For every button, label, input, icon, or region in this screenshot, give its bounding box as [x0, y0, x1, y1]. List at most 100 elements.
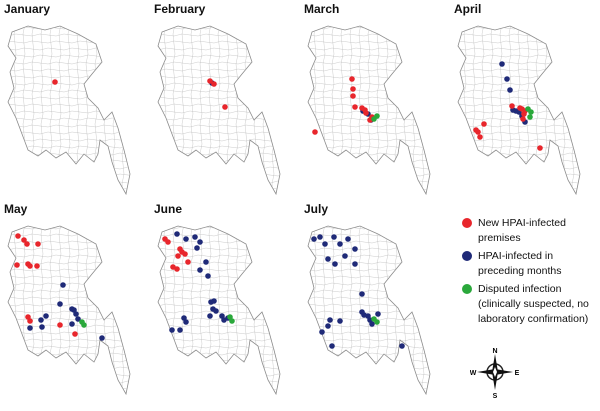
preceding-premises-marker — [375, 311, 381, 317]
new-premises-marker — [521, 111, 527, 117]
new-premises-marker — [175, 253, 181, 259]
compass-s: S — [493, 393, 498, 399]
preceding-premises-marker — [205, 273, 211, 279]
new-premises-marker — [350, 86, 356, 92]
new-premises-marker — [509, 103, 515, 109]
preceding-premises-marker — [325, 323, 331, 329]
disputed-premises-marker — [527, 114, 533, 120]
preceding-premises-marker — [499, 61, 505, 67]
new-premises-marker — [352, 104, 358, 110]
preceding-premises-marker — [57, 301, 63, 307]
preceding-premises-marker — [197, 267, 203, 273]
navy-dot-icon — [462, 251, 472, 261]
compass-e: E — [515, 370, 520, 377]
map-panel-april: April — [450, 0, 600, 200]
preceding-premises-marker — [169, 327, 175, 333]
new-premises-marker — [350, 93, 356, 99]
legend-item-disputed: Disputed infection (clinically suspected… — [462, 282, 600, 327]
preceding-premises-marker — [359, 291, 365, 297]
map-panel-february: February — [150, 0, 300, 200]
preceding-premises-marker — [39, 324, 45, 330]
panel-title: February — [154, 2, 206, 16]
preceding-premises-marker — [345, 236, 351, 242]
preceding-premises-marker — [99, 335, 105, 341]
preceding-premises-marker — [213, 308, 219, 314]
map-legend: New HPAI-infected premises HPAI-infected… — [462, 216, 600, 330]
compass-rose-icon: N S W E — [470, 345, 520, 400]
new-premises-marker — [15, 233, 21, 239]
compass-w: W — [470, 370, 477, 377]
new-premises-marker — [27, 318, 33, 324]
district-map — [7, 25, 131, 196]
panel-title: June — [154, 202, 183, 216]
preceding-premises-marker — [211, 298, 217, 304]
preceding-premises-marker — [332, 261, 338, 267]
disputed-premises-marker — [81, 322, 87, 328]
new-premises-marker — [35, 241, 41, 247]
preceding-premises-marker — [329, 343, 335, 349]
preceding-premises-marker — [337, 241, 343, 247]
preceding-premises-marker — [174, 231, 180, 237]
preceding-premises-marker — [342, 253, 348, 259]
preceding-premises-marker — [507, 87, 513, 93]
district-map — [7, 225, 131, 396]
map-panel-may: May — [0, 200, 150, 400]
preceding-premises-marker — [203, 259, 209, 265]
legend-label-preceding: HPAI-infected in preceding months — [478, 250, 562, 277]
preceding-premises-marker — [504, 76, 510, 82]
preceding-premises-marker — [369, 321, 375, 327]
preceding-premises-marker — [177, 327, 183, 333]
new-premises-marker — [222, 104, 228, 110]
district-map — [157, 25, 281, 196]
preceding-premises-marker — [183, 319, 189, 325]
new-premises-marker — [174, 266, 180, 272]
district-map — [157, 225, 281, 396]
preceding-premises-marker — [60, 282, 66, 288]
legend-label-new: New HPAI-infected premises — [478, 217, 566, 244]
new-premises-marker — [207, 78, 213, 84]
green-dot-icon — [462, 284, 472, 294]
preceding-premises-marker — [331, 234, 337, 240]
legend-item-new: New HPAI-infected premises — [462, 216, 600, 246]
preceding-premises-marker — [311, 236, 317, 242]
new-premises-marker — [520, 116, 526, 122]
preceding-premises-marker — [322, 241, 328, 247]
red-dot-icon — [462, 218, 472, 228]
new-premises-marker — [52, 79, 58, 85]
disputed-premises-marker — [374, 319, 380, 325]
new-premises-marker — [57, 322, 63, 328]
new-premises-marker — [363, 110, 369, 116]
new-premises-marker — [349, 76, 355, 82]
legend-item-preceding: HPAI-infected in preceding months — [462, 249, 600, 279]
new-premises-marker — [475, 129, 481, 135]
preceding-premises-marker — [183, 236, 189, 242]
map-panel-june: June — [150, 200, 300, 400]
preceding-premises-marker — [352, 261, 358, 267]
panel-title: July — [304, 202, 329, 216]
new-premises-marker — [34, 263, 40, 269]
new-premises-marker — [312, 129, 318, 135]
new-premises-marker — [537, 145, 543, 151]
panel-title: January — [4, 2, 51, 16]
panel-title: March — [304, 2, 340, 16]
preceding-premises-marker — [194, 245, 200, 251]
preceding-premises-marker — [197, 239, 203, 245]
preceding-premises-marker — [43, 313, 49, 319]
new-premises-marker — [27, 263, 33, 269]
preceding-premises-marker — [73, 311, 79, 317]
disputed-premises-marker — [528, 109, 534, 115]
preceding-premises-marker — [75, 316, 81, 322]
legend-label-disputed: Disputed infection (clinically suspected… — [478, 283, 589, 325]
district-map — [457, 25, 581, 196]
preceding-premises-marker — [327, 317, 333, 323]
panel-title: April — [454, 2, 482, 16]
new-premises-marker — [72, 331, 78, 337]
disputed-premises-marker — [229, 318, 235, 324]
preceding-premises-marker — [207, 313, 213, 319]
preceding-premises-marker — [352, 246, 358, 252]
preceding-premises-marker — [27, 325, 33, 331]
new-premises-marker — [21, 237, 27, 243]
district-map — [307, 225, 431, 396]
new-premises-marker — [14, 262, 20, 268]
preceding-premises-marker — [192, 234, 198, 240]
